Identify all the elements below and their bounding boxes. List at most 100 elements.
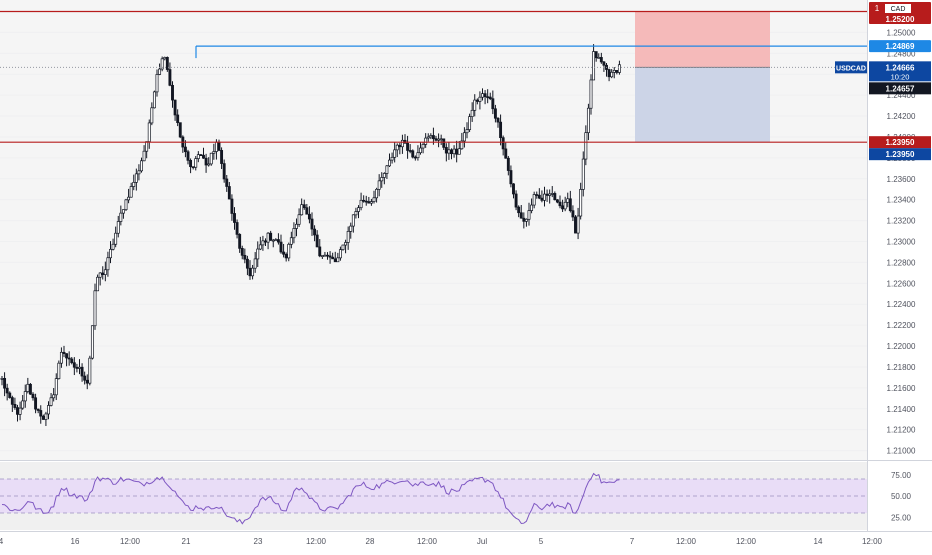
candle-body — [276, 239, 280, 243]
red-line-price-label: 1.23950 — [886, 138, 915, 147]
candle — [416, 145, 420, 161]
candle — [266, 232, 270, 250]
candle-body — [127, 196, 131, 201]
candle — [563, 196, 567, 212]
take-profit-zone[interactable] — [635, 67, 770, 143]
candle-body — [295, 223, 298, 229]
candle — [297, 208, 301, 227]
candle — [44, 411, 48, 427]
candle-body — [499, 121, 503, 139]
candle-body — [150, 107, 154, 124]
candle — [522, 212, 526, 229]
candle-body — [372, 197, 376, 202]
candle — [406, 135, 410, 159]
candle — [31, 392, 35, 401]
candle — [506, 155, 510, 176]
candle — [362, 195, 366, 203]
candle-body — [517, 206, 521, 214]
candle-body — [382, 173, 386, 178]
candle-body — [165, 57, 169, 70]
candle — [106, 251, 110, 277]
candle — [41, 414, 45, 420]
candle — [457, 141, 461, 155]
candle-body — [315, 234, 319, 248]
candle-body — [455, 148, 459, 155]
candle-body — [39, 410, 43, 417]
candle-body — [158, 68, 162, 75]
candle-body — [465, 129, 469, 134]
candle-body — [576, 215, 580, 234]
candle — [305, 203, 309, 215]
candle-body — [524, 218, 528, 222]
price-tick-label: 1.22400 — [887, 300, 916, 309]
candle-body — [431, 135, 435, 140]
candle-body — [388, 159, 391, 167]
candle-body — [171, 84, 174, 101]
candle — [364, 195, 368, 206]
candle — [592, 44, 596, 81]
price-tick-label: 1.24800 — [887, 49, 916, 58]
candle-body — [183, 146, 187, 153]
candle-body — [47, 405, 50, 415]
candle-body — [377, 180, 381, 190]
candle-body — [586, 107, 590, 134]
stop-tag-digit: 1 — [875, 4, 880, 13]
candle-body — [413, 156, 417, 159]
candle — [333, 251, 337, 263]
candle-body — [344, 242, 348, 246]
candle — [421, 142, 425, 154]
candle — [96, 274, 100, 292]
candle-body — [186, 151, 190, 161]
candle-body — [460, 140, 464, 150]
candle-body — [527, 210, 531, 220]
candle — [101, 266, 105, 280]
candle-body — [233, 213, 236, 223]
candle-body — [59, 351, 63, 364]
candle-body — [501, 137, 505, 150]
candle — [93, 283, 97, 330]
candle-body — [323, 254, 327, 257]
candle-body — [351, 214, 355, 227]
candle — [470, 102, 474, 122]
candle-body — [36, 408, 40, 411]
candle — [313, 225, 317, 242]
candle — [315, 230, 319, 248]
candle-body — [98, 272, 102, 278]
candle-body — [230, 198, 234, 214]
candle — [341, 244, 345, 251]
candle-body — [8, 392, 12, 398]
candle-body — [83, 375, 87, 381]
candle — [328, 251, 332, 264]
candle — [320, 255, 324, 260]
stop-loss-zone[interactable] — [635, 11, 770, 68]
candle-body — [114, 232, 118, 245]
candle-body — [70, 358, 74, 364]
candle — [524, 218, 528, 227]
candle-body — [209, 152, 213, 165]
candle-body — [607, 69, 611, 78]
candle-body — [31, 393, 35, 399]
candle — [447, 142, 451, 160]
candle-body — [326, 254, 329, 257]
bid-price-label: 1.24657 — [886, 84, 915, 93]
candle-body — [530, 204, 534, 211]
candle-body — [67, 357, 71, 360]
candle-body — [450, 149, 453, 155]
candle-body — [328, 255, 332, 258]
candle-body — [307, 213, 311, 220]
candle-body — [78, 366, 81, 369]
candle-body — [106, 257, 110, 271]
candle-body — [116, 221, 120, 234]
candle-body — [178, 122, 182, 138]
candle-body — [331, 256, 335, 260]
candle-body — [318, 246, 322, 257]
candle-body — [75, 366, 79, 369]
candle-body — [341, 244, 345, 250]
candle-body — [592, 51, 596, 81]
candle — [331, 252, 335, 260]
candle — [390, 152, 394, 164]
target-price-label: 1.23950 — [886, 150, 915, 159]
candle-body — [375, 188, 379, 199]
